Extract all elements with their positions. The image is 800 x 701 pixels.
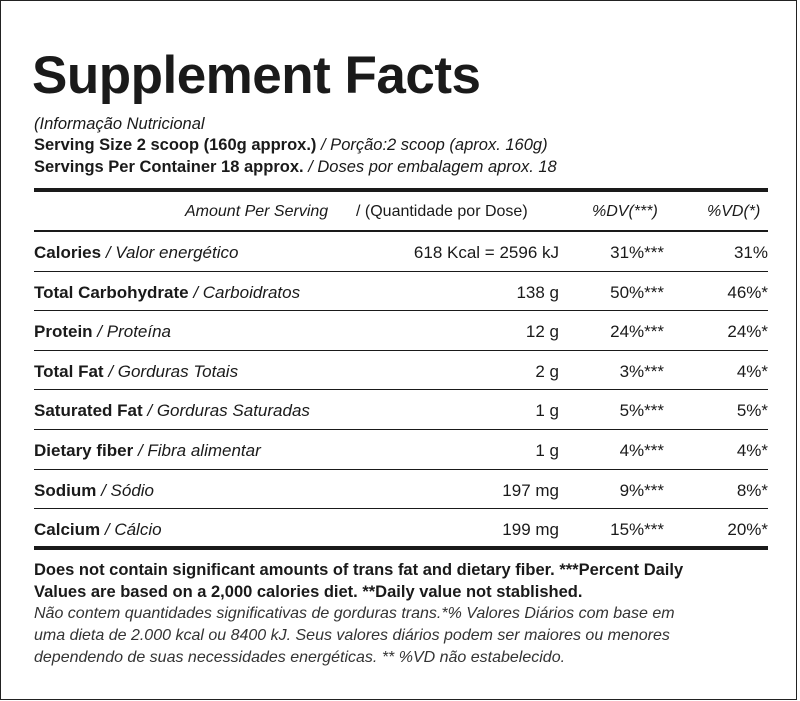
nutrient-dv: 5%*** bbox=[619, 401, 664, 420]
header-vd: %VD(*) bbox=[707, 203, 761, 220]
footnote-pt-line: dependendo de suas necessidades energéti… bbox=[34, 649, 566, 666]
nutrient-amount: 2 g bbox=[535, 362, 559, 381]
row-divider bbox=[34, 350, 768, 351]
nutrient-amount: 12 g bbox=[525, 322, 559, 341]
nutrient-amount: 1 g bbox=[535, 401, 559, 420]
top-divider bbox=[34, 188, 768, 192]
table-row: Saturated Fat / Gorduras Saturadas 1 g 5%*… bbox=[34, 390, 768, 429]
nutrient-label: Calcium / Cálcio bbox=[34, 520, 162, 540]
footnote: Does not contain significant amounts of … bbox=[34, 559, 774, 669]
nutrient-name-pt: / Fibra alimentar bbox=[137, 441, 261, 460]
row-divider bbox=[34, 389, 768, 390]
nutrient-dv: 24%*** bbox=[610, 322, 664, 341]
nutrient-label: Calories / Valor energético bbox=[34, 243, 238, 263]
nutrient-name: Total Carbohydrate bbox=[34, 283, 189, 302]
nutrient-name: Protein bbox=[34, 322, 93, 341]
nutrient-label: Saturated Fat / Gorduras Saturadas bbox=[34, 401, 310, 421]
nutrient-vd: 4%* bbox=[736, 441, 768, 460]
row-divider bbox=[34, 310, 768, 311]
nutrient-label: Total Fat / Gorduras Totais bbox=[34, 362, 238, 382]
nutrient-vd: 20%* bbox=[727, 520, 768, 539]
table-row: Calcium / Cálcio 199 mg 15%*** 20%* bbox=[34, 509, 768, 548]
nutrient-name-pt: / Sódio bbox=[101, 481, 155, 500]
serving-size: Serving Size 2 scoop (160g approx.) / Po… bbox=[34, 135, 548, 155]
table-row: Dietary fiber / Fibra alimentar 1 g 4%*** 4… bbox=[34, 430, 768, 469]
nutrient-name: Dietary fiber bbox=[34, 441, 134, 460]
row-divider bbox=[34, 429, 768, 430]
table-row: Calories / Valor energético 618 Kcal = 25… bbox=[34, 232, 768, 271]
nutrient-vd: 24%* bbox=[727, 322, 768, 341]
nutrient-amount: 197 mg bbox=[502, 481, 559, 500]
row-divider bbox=[34, 508, 768, 509]
header-divider bbox=[34, 230, 768, 232]
nutrient-amount: 199 mg bbox=[502, 520, 559, 539]
table-row: Sodium / Sódio 197 mg 9%*** 8%* bbox=[34, 470, 768, 509]
nutrient-amount: 138 g bbox=[516, 283, 559, 302]
subtitle-pt: (Informação Nutricional bbox=[34, 115, 205, 133]
nutrient-name-pt: / Valor energético bbox=[105, 243, 239, 262]
footnote-pt-line: Não contem quantidades significativas de… bbox=[34, 605, 675, 622]
nutrient-dv: 31%*** bbox=[610, 243, 664, 262]
nutrient-name-pt: / Gorduras Totais bbox=[108, 362, 239, 381]
row-divider bbox=[34, 469, 768, 470]
nutrient-vd: 8%* bbox=[736, 481, 768, 500]
nutrient-vd: 31% bbox=[733, 243, 768, 262]
footnote-en-line: Does not contain significant amounts of … bbox=[34, 561, 684, 579]
nutrient-vd: 46%* bbox=[727, 283, 768, 302]
row-divider bbox=[34, 271, 768, 272]
nutrient-name: Sodium bbox=[34, 481, 97, 500]
servings-per-container: Servings Per Container 18 approx. / Dose… bbox=[34, 157, 557, 177]
nutrient-dv: 4%*** bbox=[619, 441, 664, 460]
nutrient-dv: 50%*** bbox=[610, 283, 664, 302]
nutrient-name: Saturated Fat bbox=[34, 401, 143, 420]
nutrient-dv: 9%*** bbox=[619, 481, 664, 500]
servings-per-container-en: Servings Per Container 18 approx. bbox=[34, 158, 304, 176]
nutrient-dv: 3%*** bbox=[619, 362, 664, 381]
header-amount-per-serving: Amount Per Serving bbox=[185, 203, 329, 220]
footnote-pt-line: uma dieta de 2.000 kcal ou 8400 kJ. Seus… bbox=[34, 627, 670, 644]
nutrient-label: Dietary fiber / Fibra alimentar bbox=[34, 441, 261, 461]
nutrient-label: Sodium / Sódio bbox=[34, 481, 154, 501]
nutrient-name-pt: / Carboidratos bbox=[193, 283, 301, 302]
page-title: Supplement Facts bbox=[32, 46, 481, 105]
nutrient-label: Total Carbohydrate / Carboidratos bbox=[34, 283, 300, 303]
serving-size-en: Serving Size 2 scoop (160g approx.) bbox=[34, 136, 317, 154]
table-row: Total Carbohydrate / Carboidratos 138 g 50… bbox=[34, 272, 768, 311]
header-dv: %DV(***) bbox=[592, 203, 658, 220]
nutrient-name: Total Fat bbox=[34, 362, 104, 381]
nutrient-name: Calories bbox=[34, 243, 102, 262]
nutrient-name: Calcium bbox=[34, 520, 101, 539]
serving-size-pt: / Porção:2 scoop (aprox. 160g) bbox=[321, 136, 548, 154]
table-row: Protein / Proteína 12 g 24%*** 24%* bbox=[34, 311, 768, 350]
nutrient-vd: 4%* bbox=[736, 362, 768, 381]
nutrient-name-pt: / Cálcio bbox=[104, 520, 162, 539]
nutrient-label: Protein / Proteína bbox=[34, 322, 171, 342]
nutrient-name-pt: / Proteína bbox=[97, 322, 172, 341]
nutrient-name-pt: / Gorduras Saturadas bbox=[147, 401, 310, 420]
servings-per-container-pt: / Doses por embalagem aprox. 18 bbox=[308, 158, 557, 176]
bottom-divider bbox=[34, 546, 768, 550]
header-quantidade: / (Quantidade por Dose) bbox=[356, 203, 528, 220]
footnote-en-line: Values are based on a 2,000 calories die… bbox=[34, 583, 583, 601]
table-row: Total Fat / Gorduras Totais 2 g 3%*** 4%* bbox=[34, 351, 768, 390]
nutrient-vd: 5%* bbox=[736, 401, 768, 420]
nutrient-amount: 1 g bbox=[535, 441, 559, 460]
nutrient-dv: 15%*** bbox=[610, 520, 664, 539]
nutrient-amount: 618 Kcal = 2596 kJ bbox=[413, 243, 559, 262]
